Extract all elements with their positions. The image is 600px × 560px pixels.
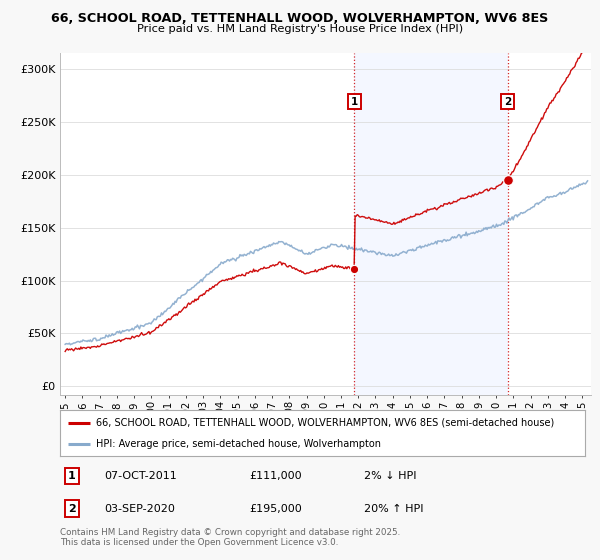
Text: 1: 1 (68, 471, 76, 481)
Text: 20% ↑ HPI: 20% ↑ HPI (365, 503, 424, 514)
Text: 66, SCHOOL ROAD, TETTENHALL WOOD, WOLVERHAMPTON, WV6 8ES: 66, SCHOOL ROAD, TETTENHALL WOOD, WOLVER… (52, 12, 548, 25)
Text: £111,000: £111,000 (249, 471, 302, 481)
Text: Contains HM Land Registry data © Crown copyright and database right 2025.
This d: Contains HM Land Registry data © Crown c… (60, 528, 400, 547)
Text: 1: 1 (350, 96, 358, 106)
Text: 66, SCHOOL ROAD, TETTENHALL WOOD, WOLVERHAMPTON, WV6 8ES (semi-detached house): 66, SCHOOL ROAD, TETTENHALL WOOD, WOLVER… (96, 418, 554, 428)
Text: 2% ↓ HPI: 2% ↓ HPI (365, 471, 417, 481)
Bar (354, 53, 508, 395)
Text: HPI: Average price, semi-detached house, Wolverhampton: HPI: Average price, semi-detached house,… (96, 439, 381, 449)
Text: 07-OCT-2011: 07-OCT-2011 (104, 471, 178, 481)
Text: 2: 2 (68, 503, 76, 514)
Text: £195,000: £195,000 (249, 503, 302, 514)
Text: Price paid vs. HM Land Registry's House Price Index (HPI): Price paid vs. HM Land Registry's House … (137, 24, 463, 34)
Text: 2: 2 (504, 96, 511, 106)
Text: 03-SEP-2020: 03-SEP-2020 (104, 503, 176, 514)
